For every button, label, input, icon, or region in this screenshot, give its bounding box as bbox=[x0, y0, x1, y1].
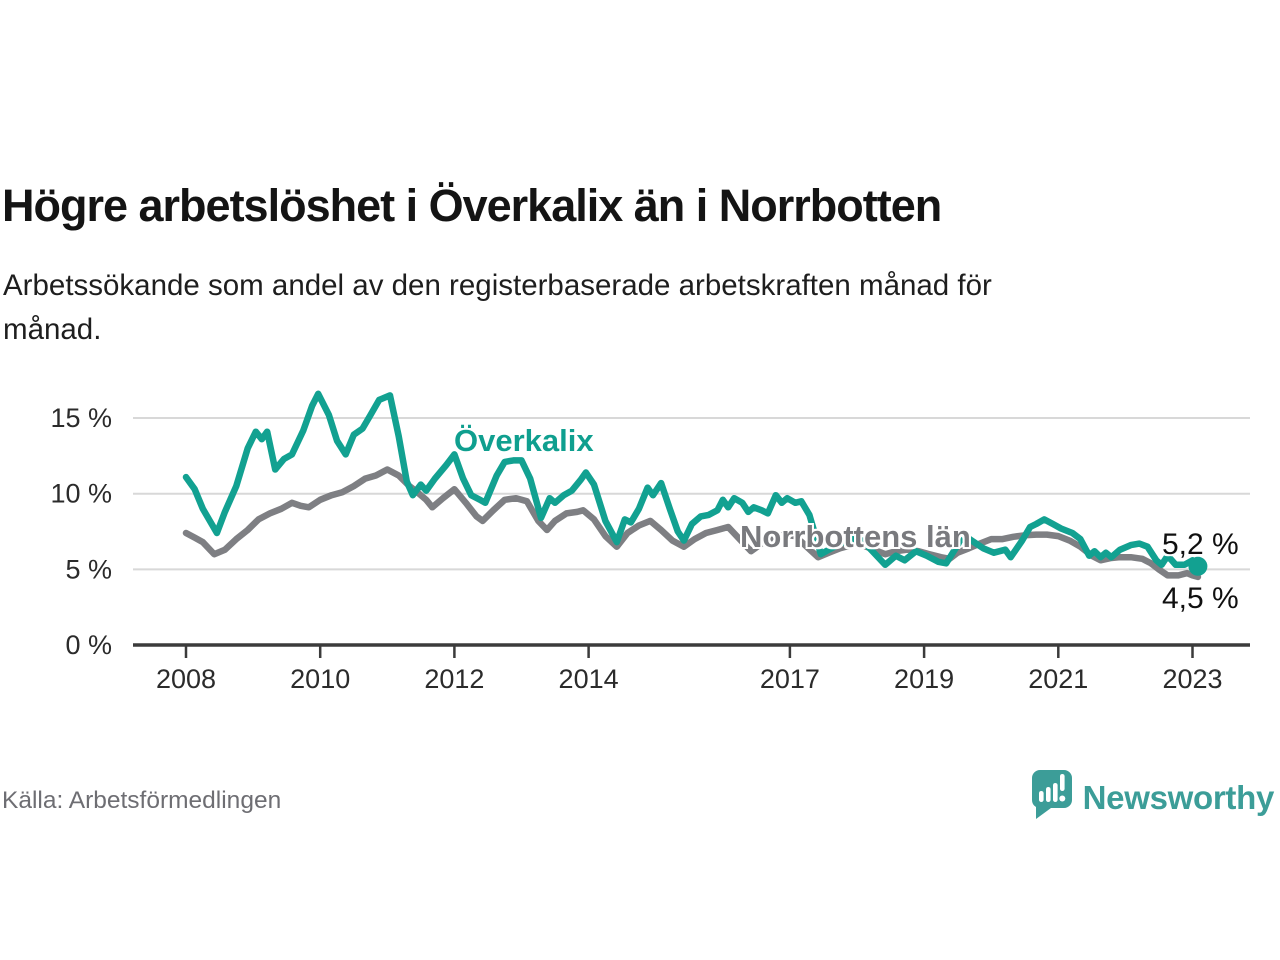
series-line--verkalix bbox=[182, 390, 1202, 570]
y-tick-label: 10 % bbox=[50, 479, 112, 509]
end-value-label-overkalix: 5,2 % bbox=[1162, 528, 1239, 561]
series-label-norrbotten: Norrbottens län bbox=[740, 519, 971, 554]
x-tick-label: 2008 bbox=[156, 664, 216, 694]
y-tick-label: 0 % bbox=[65, 630, 112, 660]
series-label-overkalix: Överkalix bbox=[454, 423, 594, 458]
x-tick-label: 2010 bbox=[290, 664, 350, 694]
x-tick-label: 2017 bbox=[760, 664, 820, 694]
page-title: Högre arbetslöshet i Överkalix än i Norr… bbox=[2, 180, 942, 232]
y-tick-label: 5 % bbox=[65, 554, 112, 584]
x-tick-label: 2012 bbox=[424, 664, 484, 694]
y-tick-label: 15 % bbox=[50, 403, 112, 433]
newsworthy-logo-icon bbox=[1031, 770, 1073, 825]
brand-name: Newsworthy bbox=[1082, 778, 1275, 816]
x-tick-label: 2021 bbox=[1028, 664, 1088, 694]
page-subtitle: Arbetssökande som andel av den registerb… bbox=[3, 268, 992, 346]
end-value-label-norrbotten: 4,5 % bbox=[1162, 582, 1239, 615]
x-tick-label: 2019 bbox=[894, 664, 954, 694]
source-note: Källa: Arbetsförmedlingen bbox=[2, 787, 282, 814]
brand-lockup: Newsworthy bbox=[1031, 770, 1274, 825]
end-point-dot bbox=[1188, 556, 1208, 576]
x-tick-label: 2023 bbox=[1162, 664, 1222, 694]
series-line-norrbottens-l-n bbox=[182, 466, 1202, 581]
x-tick-label: 2014 bbox=[559, 664, 619, 694]
